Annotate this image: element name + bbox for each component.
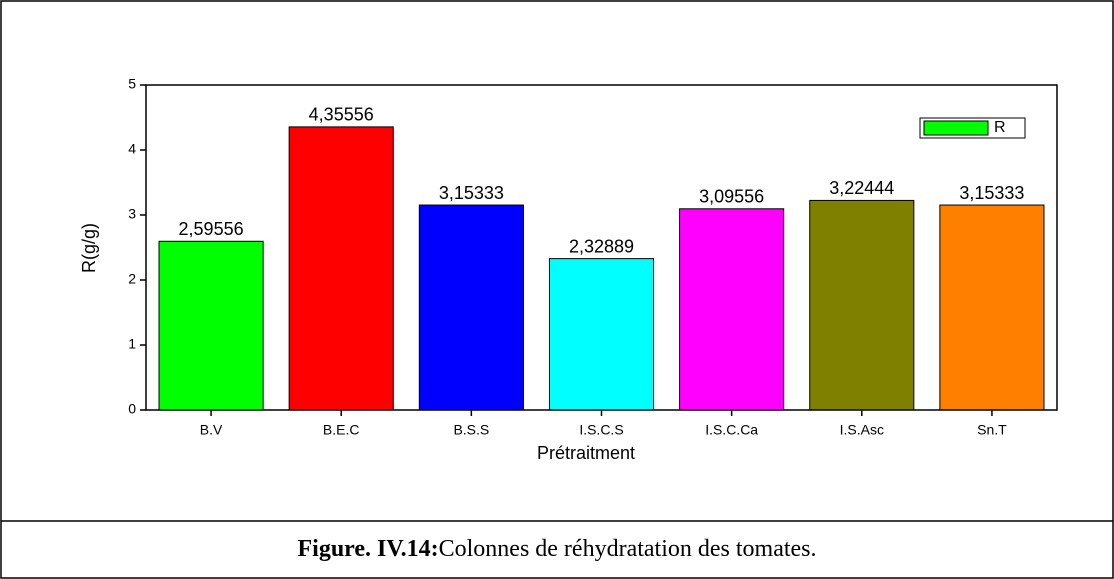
caption: Figure. IV.14:Colonnes de réhydratation … (297, 536, 816, 562)
y-tick-label: 5 (128, 76, 136, 92)
bar (288, 126, 394, 411)
x-tick-label: I.S.Asc (840, 422, 884, 438)
x-tick-label: I.S.C.Ca (705, 422, 758, 438)
value-label: 2,32889 (569, 236, 634, 256)
bar (679, 208, 785, 411)
y-tick-label: 1 (128, 336, 136, 352)
y-tick-label: 0 (128, 401, 136, 417)
x-tick-label: B.S.S (453, 422, 489, 438)
legend-label: R (994, 119, 1006, 136)
legend-swatch (923, 120, 989, 136)
x-tick-label: B.E.C (323, 422, 360, 438)
bar (809, 199, 915, 411)
y-tick-label: 4 (128, 141, 136, 157)
x-axis-label: Prétraitment (537, 443, 635, 463)
value-label: 3,09556 (699, 187, 764, 207)
bar (418, 204, 524, 411)
bar (548, 258, 655, 411)
x-tick-label: I.S.C.S (579, 422, 623, 438)
bar (158, 240, 264, 411)
caption-text: Colonnes de réhydratation des tomates. (439, 536, 817, 562)
caption-label: Figure. IV.14: (297, 536, 438, 562)
value-label: 2,59556 (179, 219, 244, 239)
bar (939, 204, 1045, 411)
value-label: 3,15333 (439, 183, 504, 203)
x-tick-label: B.V (200, 422, 223, 438)
x-tick-label: Sn.T (977, 422, 1007, 438)
plot-frame (145, 84, 1058, 411)
y-tick-label: 2 (128, 271, 136, 287)
value-label: 3,15333 (959, 183, 1024, 203)
value-label: 3,22444 (829, 178, 894, 198)
y-tick-label: 3 (128, 206, 136, 222)
value-label: 4,35556 (309, 105, 374, 125)
y-axis-label: R(g/g) (79, 223, 99, 273)
